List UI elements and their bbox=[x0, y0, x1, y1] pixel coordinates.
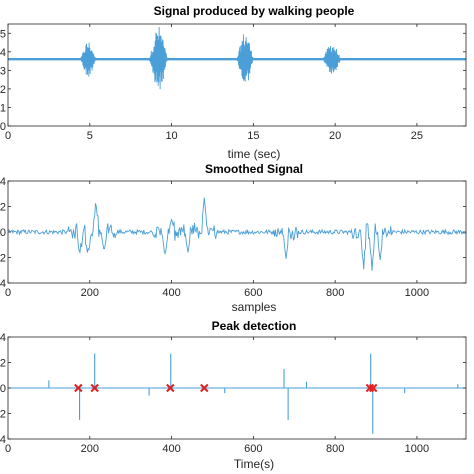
peak-marker-stroke bbox=[166, 383, 175, 393]
chart2-xtick-label: 200 bbox=[81, 443, 99, 455]
smoothed-signal-title: Smoothed Signal bbox=[205, 162, 303, 176]
chart0-ytick-label: 0 bbox=[0, 121, 6, 133]
chart1-xtick-label: 400 bbox=[162, 287, 180, 299]
subplot-smoothed-signal: Smoothed Signal 0 200 400 600 800 1000 -4 -2 0 2 4… bbox=[0, 162, 467, 314]
chart1-xtick-label: 600 bbox=[244, 287, 262, 299]
peak-marker bbox=[368, 383, 378, 393]
chart1-ytick-label: -2 bbox=[0, 253, 6, 265]
chart0-ytick-label: 2 bbox=[0, 84, 6, 96]
chart1-xtick-label: 0 bbox=[5, 287, 11, 299]
peak-detection-title: Peak detection bbox=[212, 319, 297, 333]
raw-signal-series-line bbox=[7, 27, 467, 90]
raw-signal-title: Signal produced by walking people bbox=[154, 4, 355, 18]
peak-marker-stroke bbox=[200, 383, 209, 393]
peak-marker-stroke bbox=[368, 383, 378, 393]
chart1-xtick-label: 200 bbox=[81, 287, 99, 299]
chart0-xtick-label: 15 bbox=[247, 130, 259, 142]
chart2-ytick-label: 0 bbox=[0, 383, 6, 395]
raw-signal-axes-box bbox=[7, 23, 467, 127]
chart2-xtick-label: 1000 bbox=[405, 443, 429, 455]
chart2-xtick-label: 400 bbox=[162, 443, 180, 455]
chart2-ytick-label: 2 bbox=[0, 358, 6, 370]
smoothed-signal-ticks: 0 200 400 600 800 1000 -4 -2 0 2 4 bbox=[0, 176, 466, 299]
peak-detection-ticks: 0 200 400 600 800 1000 -4 -2 0 2 4 bbox=[0, 332, 466, 455]
chart0-ytick-label: 5 bbox=[0, 28, 6, 40]
chart0-xtick-label: 20 bbox=[329, 130, 341, 142]
chart1-ytick-label: 0 bbox=[0, 227, 6, 239]
subplot-peak-detection: Peak detection 02004006008001000-4-2024 … bbox=[0, 319, 467, 471]
smoothed-signal-xlabel: samples bbox=[232, 300, 277, 314]
raw-signal-xlabel: time (sec) bbox=[228, 147, 281, 161]
chart0-ytick-label: 3 bbox=[0, 65, 6, 77]
smoothed-signal-series-line bbox=[7, 197, 467, 271]
peak-marker-stroke bbox=[90, 383, 99, 393]
peak-marker bbox=[90, 383, 99, 393]
chart1-xtick-label: 1000 bbox=[405, 287, 429, 299]
chart1-xtick-label: 800 bbox=[326, 287, 344, 299]
subplot-raw-signal: Signal produced by walking people 0 5 10 15… bbox=[0, 4, 467, 161]
chart2-xtick-label: 0 bbox=[5, 443, 11, 455]
chart2-xtick-label: 600 bbox=[244, 443, 262, 455]
chart1-ytick-label: -4 bbox=[0, 278, 6, 290]
chart0-xtick-label: 0 bbox=[5, 130, 11, 142]
peak-detection-plot bbox=[8, 353, 466, 434]
raw-signal-plot bbox=[7, 27, 467, 90]
peak-marker-stroke bbox=[74, 383, 83, 393]
chart1-ytick-label: 4 bbox=[0, 176, 6, 188]
chart0-xtick-label: 5 bbox=[87, 130, 93, 142]
chart2-xtick-label: 800 bbox=[326, 443, 344, 455]
chart1-ytick-label: 2 bbox=[0, 202, 6, 214]
chart0-ytick-label: 1 bbox=[0, 102, 6, 114]
smoothed-signal-plot bbox=[7, 197, 467, 271]
peak-detection-xlabel: Time(s) bbox=[234, 457, 274, 471]
chart0-xtick-label: 25 bbox=[411, 130, 423, 142]
peak-marker bbox=[74, 383, 83, 393]
peak-marker bbox=[166, 383, 175, 393]
chart2-ytick-label: -2 bbox=[0, 409, 6, 421]
raw-signal-ticks: 0 5 10 15 20 25 0 1 2 3 4 5 bbox=[0, 24, 466, 142]
chart2-ytick-label: 4 bbox=[0, 332, 6, 344]
chart0-ytick-label: 4 bbox=[0, 47, 6, 59]
chart2-ytick-label: -4 bbox=[0, 434, 6, 446]
chart0-xtick-label: 10 bbox=[165, 130, 177, 142]
peak-marker bbox=[200, 383, 209, 393]
